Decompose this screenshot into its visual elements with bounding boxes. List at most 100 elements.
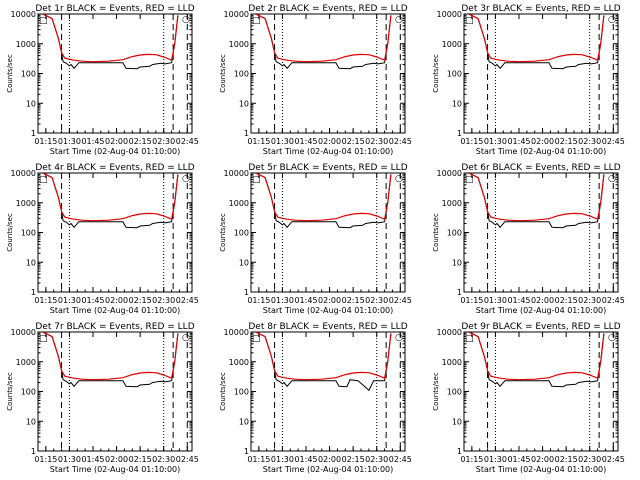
x-tick-label: 01:45 bbox=[294, 137, 317, 146]
x-axis-label: Start Time (02-Aug-04 01:10:00) bbox=[50, 147, 181, 156]
y-tick-label: 10 bbox=[239, 258, 249, 267]
y-tick-label: 1 bbox=[31, 288, 36, 297]
y-tick-label: 100 bbox=[21, 388, 36, 397]
events-series-line bbox=[255, 14, 392, 70]
x-tick-label: 01:15 bbox=[34, 296, 57, 305]
lld-series-line bbox=[468, 332, 605, 381]
x-tick-label: 02:00 bbox=[531, 137, 554, 146]
circle-glyph-icon: ○ bbox=[182, 174, 190, 184]
x-tick-label: 02:30 bbox=[365, 455, 388, 464]
square-glyph-icon: □ bbox=[39, 16, 48, 26]
events-series-line bbox=[255, 173, 392, 229]
x-tick-label: 02:45 bbox=[176, 296, 199, 305]
y-tick-label: 10 bbox=[239, 99, 249, 108]
x-tick-label: 02:30 bbox=[365, 137, 388, 146]
y-tick-label: 10000 bbox=[224, 10, 249, 19]
x-axis-label: Start Time (02-Aug-04 01:10:00) bbox=[263, 306, 394, 315]
series-group bbox=[255, 173, 392, 229]
panel-det-6r: Det 6r BLACK = Events, RED = LLD 1 10 100 10… bbox=[432, 163, 625, 315]
y-axis-label: Counts/sec bbox=[6, 54, 14, 93]
x-axis-label: Start Time (02-Aug-04 01:10:00) bbox=[476, 147, 607, 156]
y-tick-label: 10 bbox=[452, 417, 462, 426]
y-tick-label: 1000 bbox=[16, 199, 36, 208]
y-tick-label: 100 bbox=[234, 70, 249, 79]
x-tick-label: 02:00 bbox=[318, 455, 341, 464]
lld-series-line bbox=[255, 332, 392, 381]
circle-glyph-icon: ○ bbox=[608, 333, 616, 343]
x-tick-label: 01:45 bbox=[81, 455, 104, 464]
y-tick-label: 100 bbox=[21, 70, 36, 79]
y-tick-label: 100 bbox=[21, 229, 36, 238]
x-tick-label: 02:00 bbox=[531, 455, 554, 464]
x-tick-label: 02:30 bbox=[578, 296, 601, 305]
y-tick-label: 1000 bbox=[229, 358, 249, 367]
panel-det-7r: Det 7r BLACK = Events, RED = LLD 1 10 100 10… bbox=[6, 322, 199, 474]
y-tick-label: 1 bbox=[457, 129, 462, 138]
y-tick-label: 1 bbox=[457, 288, 462, 297]
y-tick-label: 10000 bbox=[224, 328, 249, 337]
chart-title: Det 4r BLACK = Events, RED = LLD bbox=[35, 163, 194, 173]
chart-title: Det 8r BLACK = Events, RED = LLD bbox=[248, 322, 407, 332]
x-tick-label: 02:15 bbox=[555, 455, 578, 464]
y-tick-label: 1 bbox=[244, 447, 249, 456]
x-tick-label: 01:30 bbox=[271, 455, 294, 464]
x-tick-label: 02:15 bbox=[129, 455, 152, 464]
y-tick-label: 100 bbox=[447, 70, 462, 79]
x-tick-label: 01:45 bbox=[507, 137, 530, 146]
x-tick-label: 01:45 bbox=[507, 296, 530, 305]
events-series-line bbox=[468, 332, 605, 388]
circle-glyph-icon: ○ bbox=[608, 174, 616, 184]
y-tick-label: 1000 bbox=[16, 40, 36, 49]
x-tick-label: 01:30 bbox=[58, 296, 81, 305]
y-tick-label: 10 bbox=[26, 417, 36, 426]
y-tick-label: 10000 bbox=[224, 169, 249, 178]
y-tick-label: 1 bbox=[244, 288, 249, 297]
events-series-line bbox=[468, 173, 605, 229]
y-tick-label: 10000 bbox=[11, 10, 36, 19]
series-group bbox=[468, 173, 605, 229]
lld-series-line bbox=[468, 14, 605, 63]
y-tick-label: 100 bbox=[234, 229, 249, 238]
x-tick-label: 01:15 bbox=[460, 296, 483, 305]
y-tick-label: 1 bbox=[31, 447, 36, 456]
y-tick-label: 10 bbox=[239, 417, 249, 426]
panel-det-9r: Det 9r BLACK = Events, RED = LLD 1 10 100 10… bbox=[432, 322, 625, 474]
square-glyph-icon: □ bbox=[39, 175, 48, 185]
chart-title: Det 7r BLACK = Events, RED = LLD bbox=[35, 322, 194, 332]
series-group bbox=[42, 332, 179, 388]
events-series-line bbox=[468, 14, 605, 70]
panel-det-2r: Det 2r BLACK = Events, RED = LLD 1 10 100 10… bbox=[219, 4, 412, 156]
x-tick-label: 02:00 bbox=[105, 296, 128, 305]
circle-glyph-icon: ○ bbox=[182, 333, 190, 343]
x-tick-label: 01:30 bbox=[58, 455, 81, 464]
y-axis-label: Counts/sec bbox=[6, 372, 14, 411]
lld-series-line bbox=[42, 332, 179, 381]
series-group bbox=[468, 332, 605, 388]
events-series-line bbox=[42, 173, 179, 229]
x-tick-label: 01:15 bbox=[247, 455, 270, 464]
panel-det-5r: Det 5r BLACK = Events, RED = LLD 1 10 100 10… bbox=[219, 163, 412, 315]
y-axis-label: Counts/sec bbox=[432, 213, 440, 252]
x-tick-label: 01:45 bbox=[507, 455, 530, 464]
y-tick-label: 10000 bbox=[437, 328, 462, 337]
y-axis-label: Counts/sec bbox=[432, 372, 440, 411]
x-tick-label: 02:15 bbox=[555, 296, 578, 305]
x-tick-label: 01:45 bbox=[294, 455, 317, 464]
x-axis-label: Start Time (02-Aug-04 01:10:00) bbox=[50, 306, 181, 315]
x-tick-label: 02:45 bbox=[602, 137, 625, 146]
series-group bbox=[42, 173, 179, 229]
x-tick-label: 01:45 bbox=[81, 296, 104, 305]
x-tick-label: 02:00 bbox=[105, 137, 128, 146]
chart-title: Det 3r BLACK = Events, RED = LLD bbox=[461, 4, 620, 14]
x-tick-label: 01:30 bbox=[58, 137, 81, 146]
lld-series-line bbox=[468, 173, 605, 222]
chart-title: Det 5r BLACK = Events, RED = LLD bbox=[248, 163, 407, 173]
lld-series-line bbox=[42, 173, 179, 222]
panel-det-1r: Det 1r BLACK = Events, RED = LLD 1 10 100 10… bbox=[6, 4, 199, 156]
x-tick-label: 02:45 bbox=[176, 455, 199, 464]
x-axis-label: Start Time (02-Aug-04 01:10:00) bbox=[50, 465, 181, 474]
x-tick-label: 02:00 bbox=[318, 296, 341, 305]
y-tick-label: 10000 bbox=[437, 169, 462, 178]
x-tick-label: 02:15 bbox=[342, 296, 365, 305]
